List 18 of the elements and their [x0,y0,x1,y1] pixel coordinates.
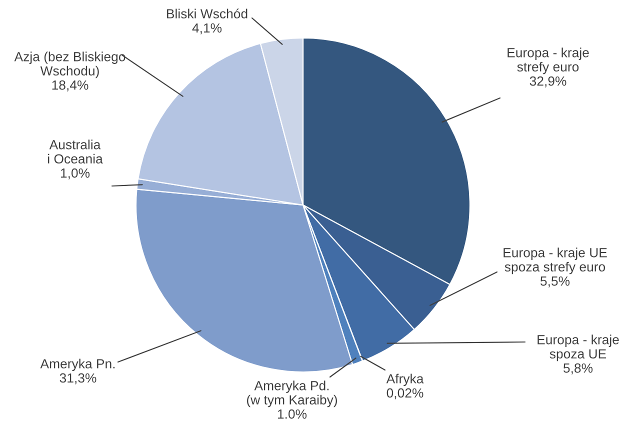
data-label: 5,5% [540,276,570,288]
data-label: 0,02% [386,388,424,400]
slice-label: Bliski Wschód [167,8,248,18]
slice-label: Europa - kraje UE spoza strefy euro [504,248,607,274]
data-label: 32,9% [530,76,566,88]
slice-label: Europa - kraje spoza UE [538,334,619,362]
data-label: 18,4% [52,80,88,92]
slice-label: Azja (bez Bliskiego Wschodu) [14,52,126,78]
data-label: 1.0% [278,409,307,419]
slice-label: Afryka [386,374,424,386]
data-label: 31,3% [60,373,96,384]
slice-label: Ameryka Pd. (w tym Karaiby) [247,380,338,408]
data-label: 4,1% [192,23,222,34]
slice-label: Ameryka Pn. [40,358,115,372]
slice-label: Australia i Oceania [48,140,103,164]
data-label: 5,8% [563,363,593,374]
slice-label: Europa - kraje strefy euro [508,48,589,74]
data-label: 1,0% [60,168,90,180]
